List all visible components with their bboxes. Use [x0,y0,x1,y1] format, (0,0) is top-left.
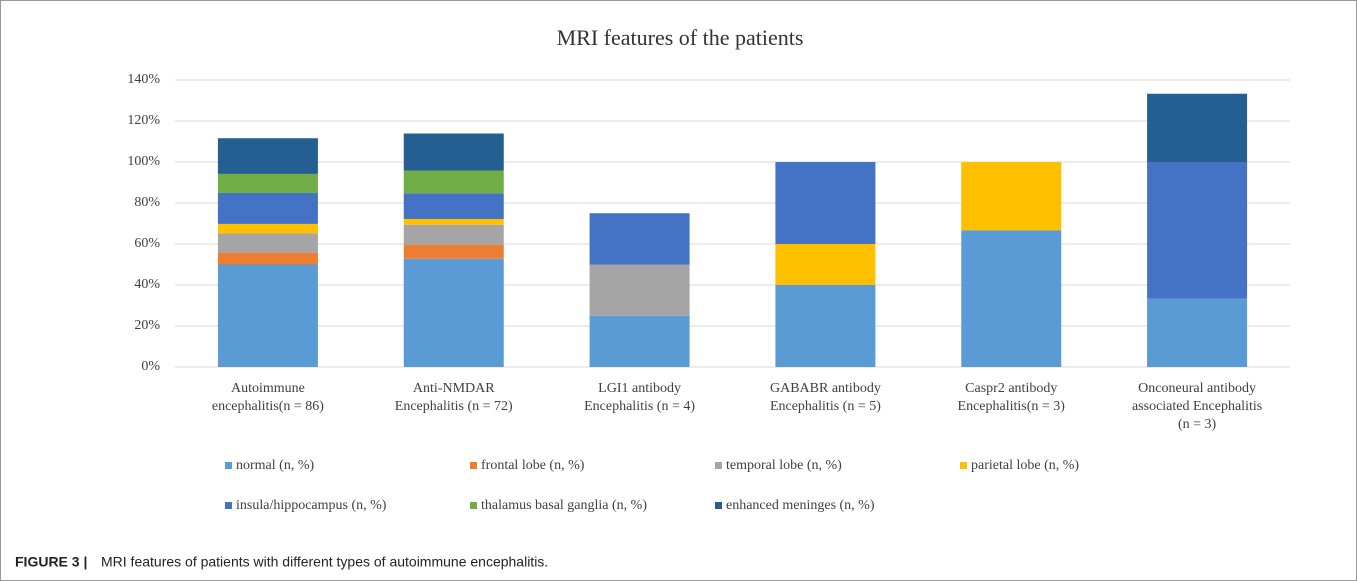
legend-label: insula/hippocampus (n, %) [236,498,387,513]
y-tick-label: 120% [127,113,160,128]
legend-label: normal (n, %) [236,458,314,473]
y-tick-label: 80% [134,195,160,210]
x-tick-label: GABABR antibody Encephalitis (n = 5) [770,381,881,414]
caption-label: FIGURE 3 | [15,554,87,570]
y-tick-label: 20% [134,318,160,333]
bar-segment [217,192,318,224]
legend-swatch [715,462,722,469]
bar-segment [403,224,504,245]
bar-segment [403,218,504,225]
x-tick-label: Anti-NMDAR Encephalitis (n = 72) [395,381,513,414]
bar-segment [1147,162,1248,299]
caption-text: MRI features of patients with different … [101,554,548,570]
y-tick-label: 140% [127,72,160,87]
bar-segment [775,162,876,244]
x-tick-label: LGI1 antibody Encephalitis (n = 4) [584,381,695,414]
y-tick-label: 60% [134,236,160,251]
legend-label: enhanced meninges (n, %) [726,498,875,513]
bar-segment [589,213,690,265]
bar-segment [217,233,318,253]
bar-segment [403,133,504,171]
legend-swatch [225,462,232,469]
chart-title: MRI features of the patients [557,25,804,50]
legend-swatch [470,502,477,509]
x-tick-label: Caspr2 antibody Encephalitis(n = 3) [958,381,1066,414]
legend-swatch [225,502,232,509]
bar-segment [961,230,1062,367]
bar-segment [589,264,690,316]
legend-label: temporal lobe (n, %) [726,458,842,473]
x-tick-label: Autoimmune encephalitis(n = 86) [212,381,324,414]
bar-segment [403,193,504,219]
y-tick-label: 40% [134,277,160,292]
bar-segment [217,223,318,234]
y-tick-label: 100% [127,154,160,169]
bar-segment [403,170,504,194]
legend-swatch [960,462,967,469]
y-tick-label: 0% [141,359,160,374]
legend-swatch [470,462,477,469]
bar-segment [589,315,690,367]
bar-segment [1147,298,1248,367]
x-tick-label: Onconeural antibody associated Encephalit… [1132,381,1262,432]
bar-segment [217,252,318,265]
bar-segment [775,244,876,285]
bar-segment [775,285,876,367]
bar-segment [217,173,318,193]
bar-segment [403,244,504,259]
bar-segment [217,138,318,174]
bar-segment [961,162,1062,231]
legend-swatch [715,502,722,509]
legend-label: parietal lobe (n, %) [971,458,1079,473]
bar-segment [217,264,318,367]
legend-label: frontal lobe (n, %) [481,458,585,473]
legend-label: thalamus basal ganglia (n, %) [481,498,647,513]
bar-segment [403,258,504,367]
bar-segment [1147,93,1248,162]
